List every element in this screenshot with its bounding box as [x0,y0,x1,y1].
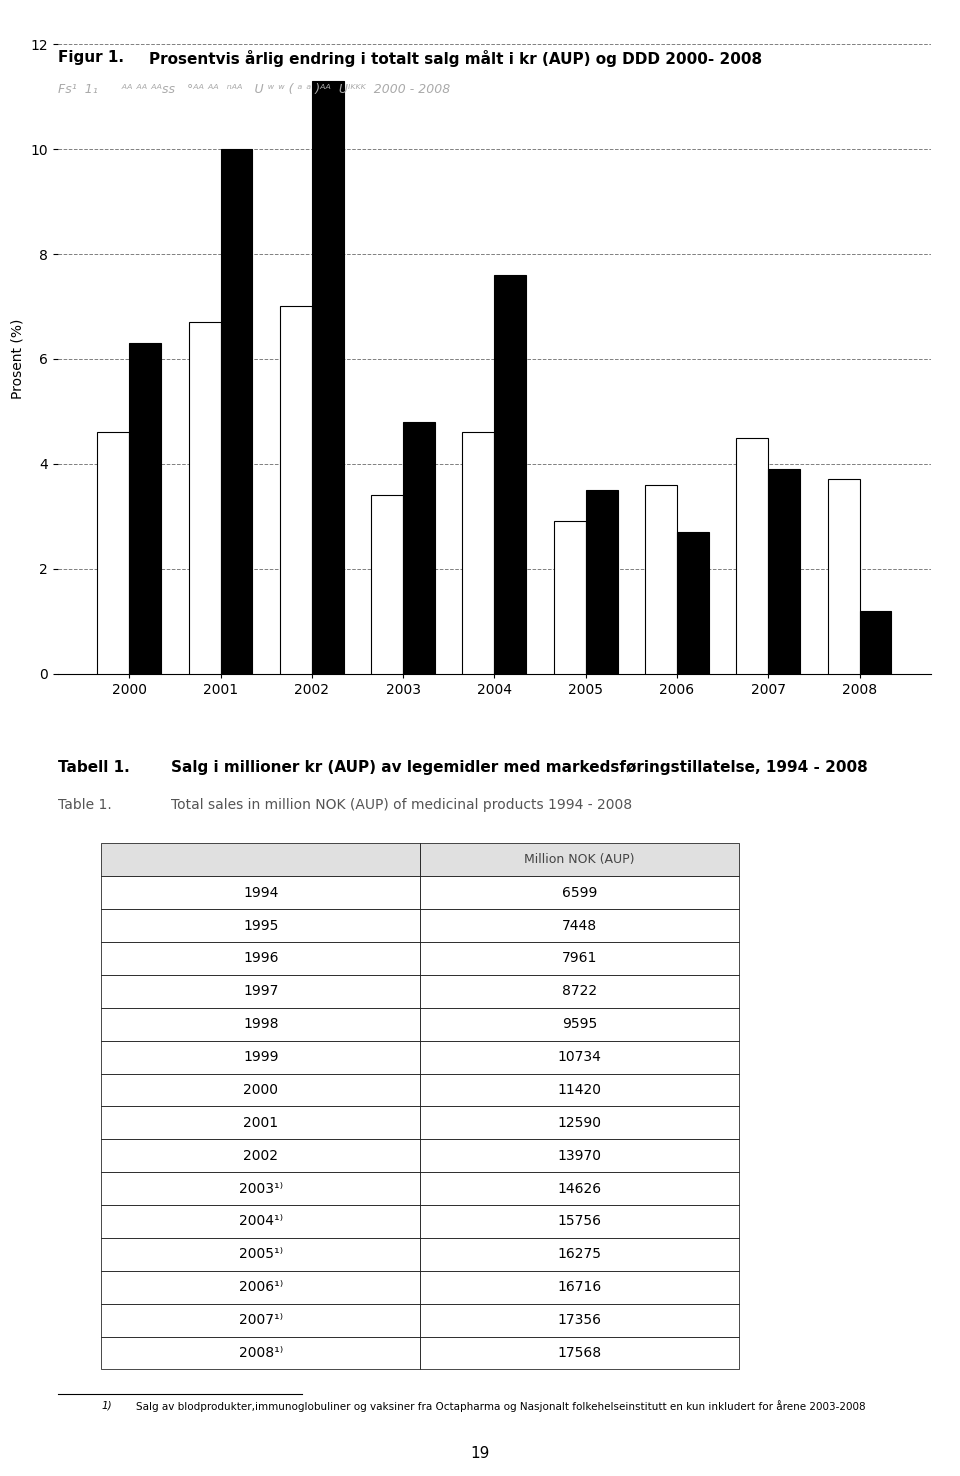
Text: Total sales in million NOK (AUP) of medicinal products 1994 - 2008: Total sales in million NOK (AUP) of medi… [171,799,633,812]
Bar [645,484,677,673]
Bar [280,307,312,673]
Bar [463,432,494,673]
Bar [403,422,435,673]
Text: Salg av blodprodukter,immunoglobuliner og vaksiner fra Octapharma og Nasjonalt f: Salg av blodprodukter,immunoglobuliner o… [136,1401,866,1413]
Bar [586,490,617,673]
Text: Figur 1.: Figur 1. [58,50,124,65]
Text: Prosentvis årlig endring i totalt salg målt i kr (AUP) og DDD 2000- 2008: Prosentvis årlig endring i totalt salg m… [149,50,762,68]
Text: 19: 19 [470,1446,490,1461]
Text: Salg i millioner kr (AUP) av legemidler med markedsføringstillatelse, 1994 - 200: Salg i millioner kr (AUP) av legemidler … [171,760,868,775]
Bar [736,437,768,673]
Bar [221,149,252,673]
Bar [372,496,403,673]
Text: Fs¹  1₁      ᴬᴬ ᴬᴬ ᴬᴬss   °ᴬᴬ ᴬᴬ  ⁿᴬᴬ   U ʷ ʷ ( ᵃ ᵃ )ᴬᴬ  Uᴵᴷᴷᴷ  2000 - 2008: Fs¹ 1₁ ᴬᴬ ᴬᴬ ᴬᴬss °ᴬᴬ ᴬᴬ ⁿᴬᴬ U ʷ ʷ ( ᵃ ᵃ… [58,83,450,96]
Text: 1): 1) [102,1401,112,1411]
Bar [494,275,526,673]
Bar [859,611,892,673]
Bar [677,531,708,673]
Bar [130,342,161,673]
Bar [828,480,859,673]
Bar [312,81,344,673]
Y-axis label: Prosent (%): Prosent (%) [11,319,25,399]
Bar [768,469,801,673]
Text: Tabell 1.: Tabell 1. [58,760,130,775]
Bar [97,432,130,673]
Text: Table 1.: Table 1. [58,799,111,812]
Bar [188,322,221,673]
Bar [554,521,586,673]
